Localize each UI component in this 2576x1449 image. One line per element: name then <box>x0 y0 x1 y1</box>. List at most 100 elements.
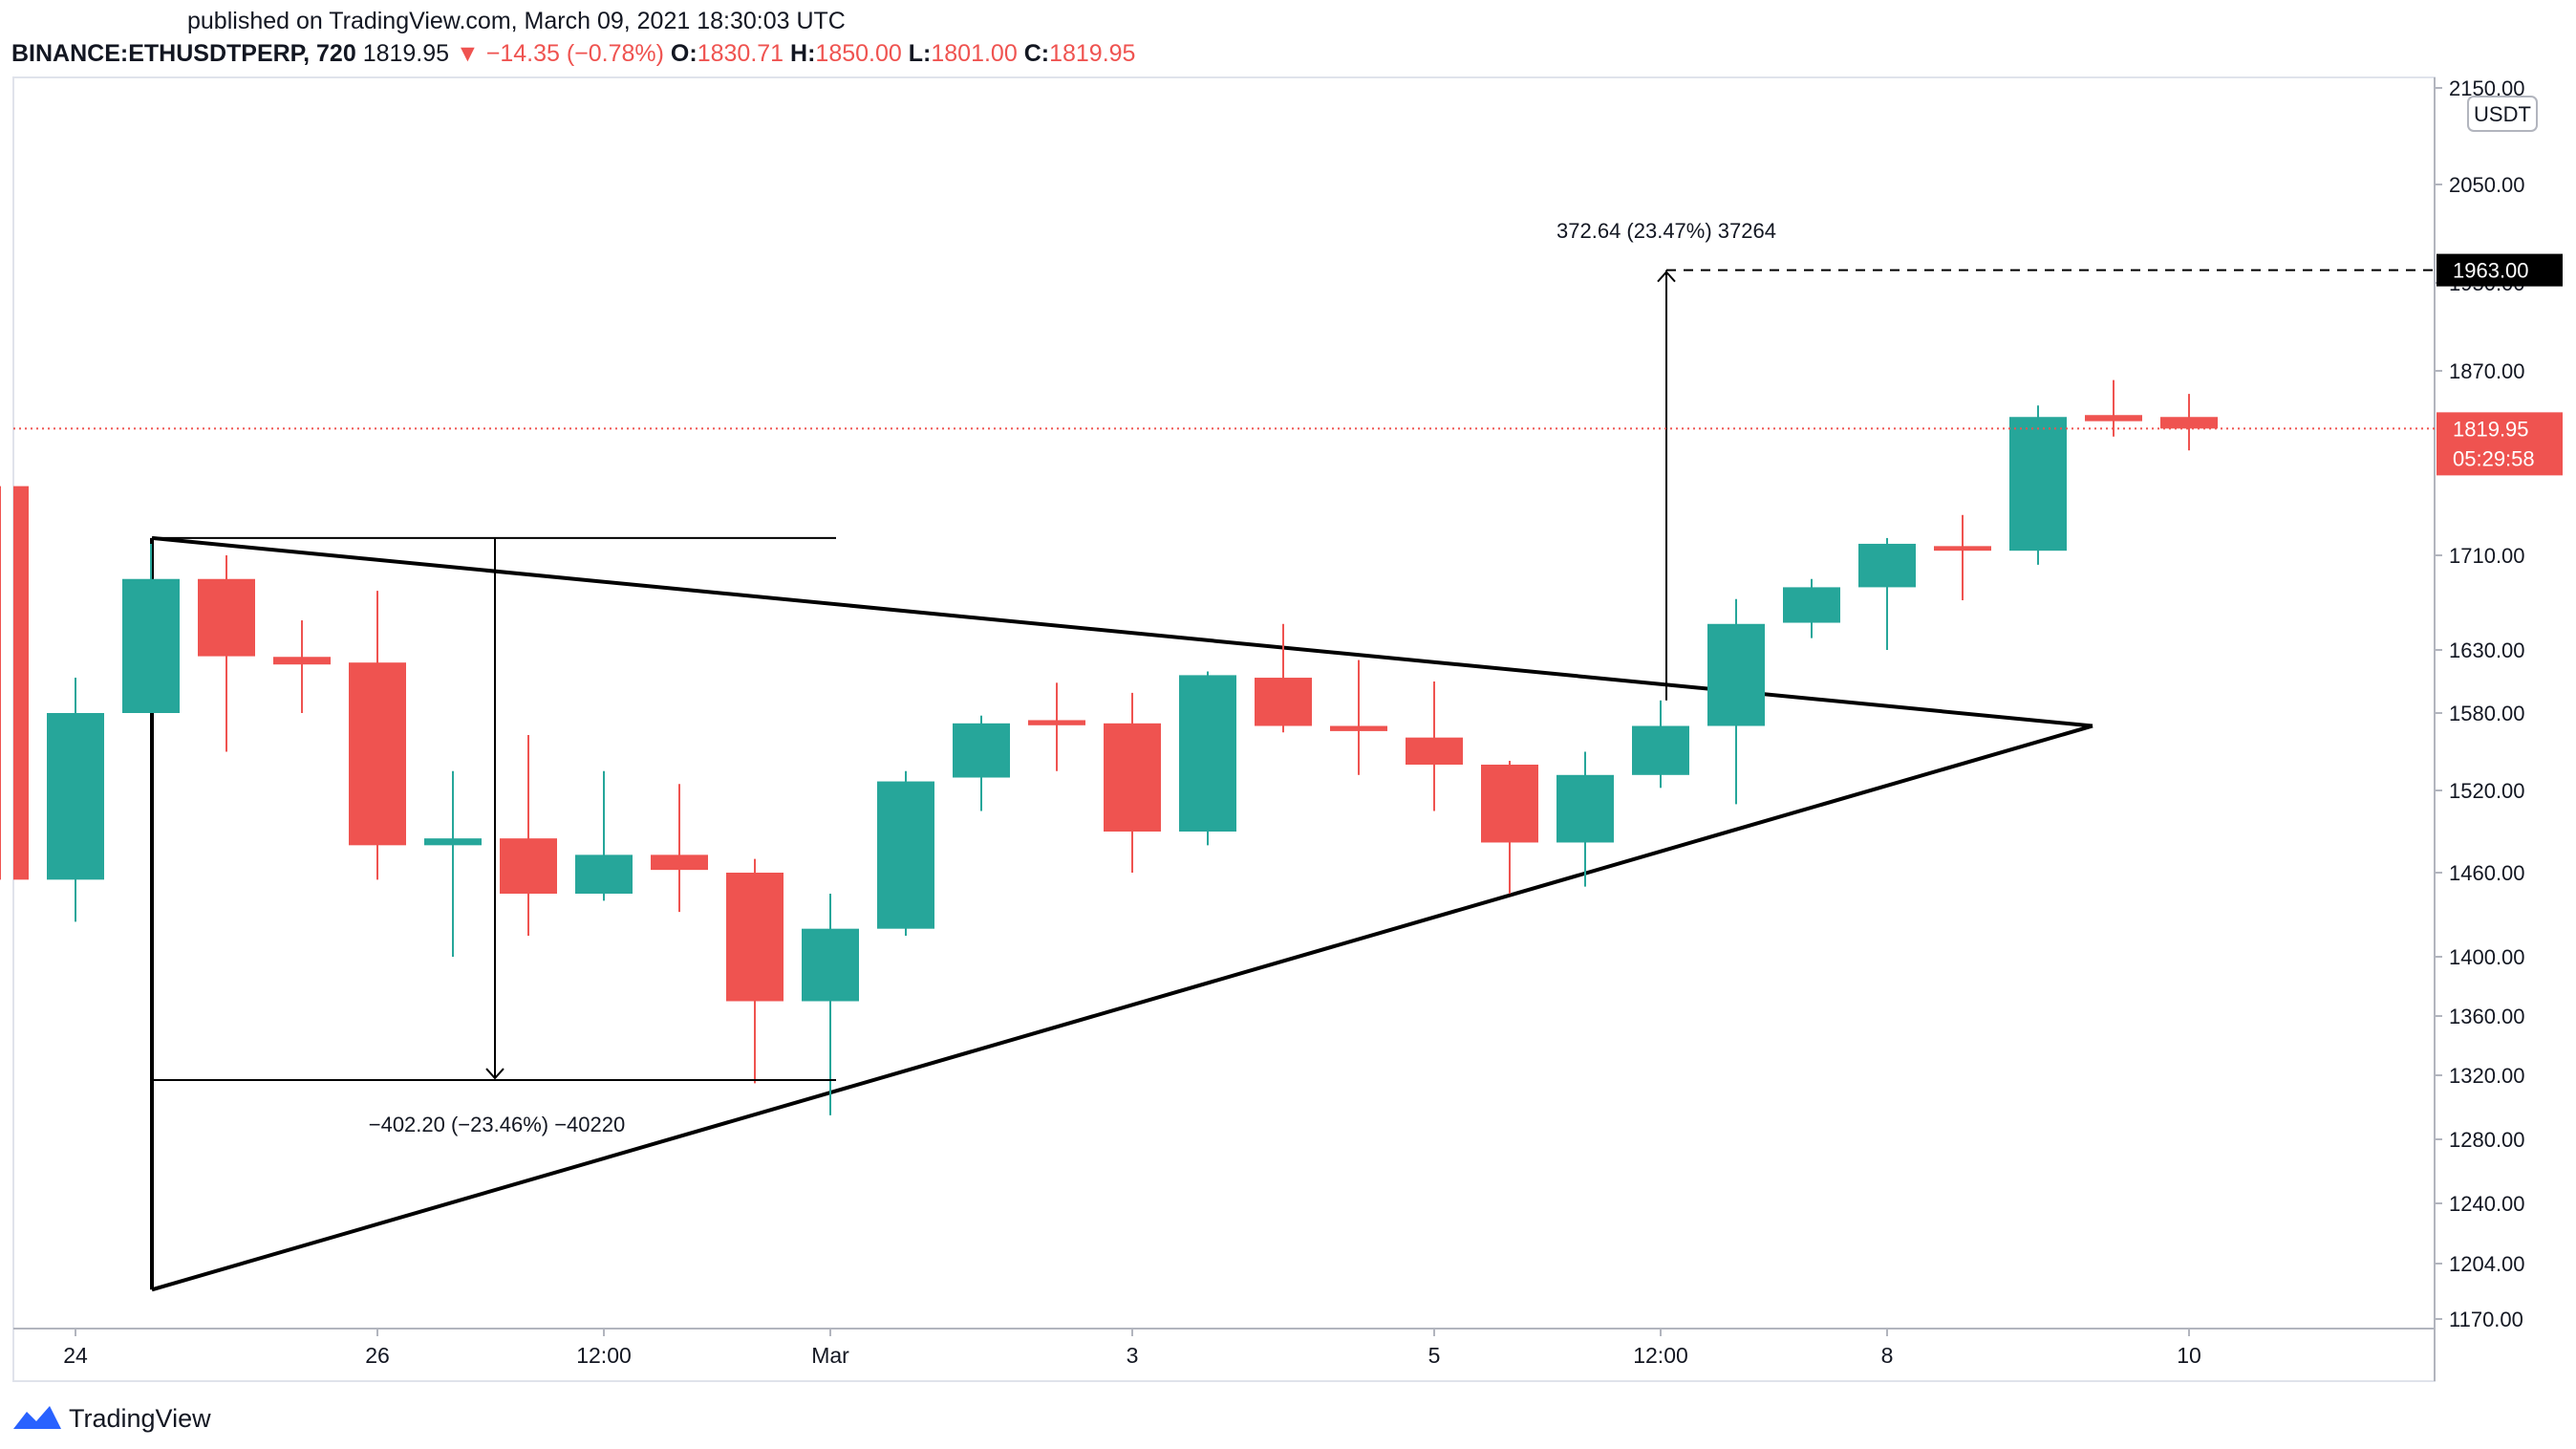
candle-body <box>953 723 1010 778</box>
tradingview-logo-icon <box>13 1406 61 1429</box>
candle <box>424 770 482 957</box>
x-tick-label: Mar <box>811 1343 849 1368</box>
candle-body <box>1481 765 1538 843</box>
candle-body <box>2085 415 2142 422</box>
candle <box>500 734 557 936</box>
measure-down-arrow-head <box>485 1068 504 1080</box>
published-caption: published on TradingView.com, March 09, … <box>187 8 846 34</box>
y-tick-label: 1280.00 <box>2449 1128 2525 1152</box>
candle-body <box>273 657 331 665</box>
candle-body <box>2009 417 2067 551</box>
candle <box>122 543 180 713</box>
y-tick-label: 1710.00 <box>2449 544 2525 568</box>
candle <box>575 770 633 901</box>
y-tick-label: 1170.00 <box>2449 1308 2523 1331</box>
candle <box>273 620 331 713</box>
candle <box>726 858 784 1084</box>
candle-body <box>13 486 29 880</box>
candle <box>802 894 859 1115</box>
x-tick-label: 24 <box>63 1343 88 1368</box>
candle-body <box>1858 543 1916 588</box>
change-value: −14.35 (−0.78%) <box>485 40 664 67</box>
x-tick-label: 26 <box>365 1343 390 1368</box>
candle <box>1179 671 1236 846</box>
y-tick-label: 1204.00 <box>2449 1252 2525 1276</box>
candle <box>2085 379 2142 437</box>
candle-body <box>877 781 934 929</box>
candle-body <box>1632 725 1689 775</box>
candle <box>198 555 255 752</box>
candle-body <box>575 854 633 894</box>
candle-body <box>1406 737 1463 765</box>
candle-body <box>651 854 708 871</box>
candle <box>1632 700 1689 789</box>
y-tick-label: 1580.00 <box>2449 702 2525 725</box>
y-tick-label: 1240.00 <box>2449 1192 2525 1216</box>
candle <box>1255 623 1312 733</box>
countdown-label: 05:29:58 <box>2453 446 2535 470</box>
candle <box>1858 537 1916 650</box>
target-price-badge-label: 1963.00 <box>2453 259 2529 283</box>
candle <box>1104 692 1161 873</box>
x-tick-label: 10 <box>2177 1343 2201 1368</box>
candle-body <box>1104 723 1161 832</box>
low-value: 1801.00 <box>931 40 1018 67</box>
candle-body <box>2160 417 2218 429</box>
candle-body <box>1934 546 1991 551</box>
candle-body <box>726 873 784 1002</box>
tradingview-logo[interactable]: TradingView <box>11 1401 211 1436</box>
candle-body <box>1330 725 1387 731</box>
x-tick-label: 8 <box>1881 1343 1894 1368</box>
x-tick-label: 12:00 <box>576 1343 632 1368</box>
candle <box>1934 514 1991 601</box>
close-label: C: <box>1023 40 1050 67</box>
last-price-badge <box>2436 412 2563 476</box>
candle-body <box>1783 587 1840 623</box>
symbol-label: BINANCE:ETHUSDTPERP, 720 <box>11 40 356 67</box>
currency-badge-box <box>2467 96 2538 132</box>
candle-body <box>122 578 180 713</box>
measure-up-arrow-head <box>1657 270 1676 283</box>
currency-badge[interactable]: USDT <box>2467 96 2538 132</box>
y-tick-label: 1360.00 <box>2449 1005 2525 1028</box>
candle-body <box>1556 774 1614 843</box>
y-tick-label: 1320.00 <box>2449 1064 2525 1088</box>
candle <box>2009 405 2067 565</box>
measure-up-label: 372.64 (23.47%) 37264 <box>1556 219 1776 243</box>
candle-body <box>1255 678 1312 726</box>
y-tick-label: 1520.00 <box>2449 779 2525 803</box>
candle-body <box>349 662 406 846</box>
target-price-badge <box>2436 253 2563 287</box>
candle <box>349 591 406 880</box>
candle <box>1028 682 1085 771</box>
candle <box>1481 760 1538 894</box>
triangle-upper-line <box>151 535 2093 728</box>
low-label: L: <box>908 40 932 67</box>
candle <box>1783 578 1840 638</box>
candle-body <box>1179 675 1236 832</box>
high-label: H: <box>790 40 816 67</box>
candle-body <box>1707 623 1765 726</box>
ohlc-legend: BINANCE:ETHUSDTPERP, 720 1819.95 ▼ −14.3… <box>11 40 1135 68</box>
x-tick-label: 5 <box>1428 1343 1441 1368</box>
candle <box>1406 681 1463 811</box>
close-value: 1819.95 <box>1049 40 1136 67</box>
candle <box>1707 598 1765 805</box>
candle <box>1556 751 1614 887</box>
down-arrow-icon: ▼ <box>456 40 480 67</box>
candle <box>877 770 934 936</box>
candle <box>651 784 708 913</box>
open-value: 1830.71 <box>697 40 784 67</box>
candle <box>1330 660 1387 775</box>
candle-body <box>802 928 859 1002</box>
tradingview-brand: TradingView <box>69 1403 211 1433</box>
measure-down-label: −402.20 (−23.46%) −40220 <box>369 1113 626 1136</box>
y-tick-label: 1630.00 <box>2449 638 2525 662</box>
last-price: 1819.95 <box>362 40 450 67</box>
candle-body <box>198 578 255 657</box>
last-price-badge-label: 1819.95 <box>2453 417 2529 441</box>
open-label: O: <box>670 40 698 67</box>
x-tick-label: 3 <box>1127 1343 1139 1368</box>
candle-body <box>47 713 104 880</box>
